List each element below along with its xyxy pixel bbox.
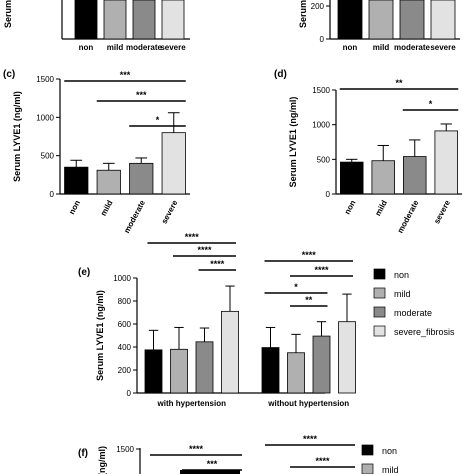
- a-cat-label-non: non: [79, 43, 94, 52]
- e-bar-mild: [170, 348, 188, 394]
- d-cat-label-severe: severe: [432, 198, 452, 225]
- b-bar-non: [337, 0, 363, 40]
- e-y-tick-label: 600: [118, 320, 132, 329]
- d-bar-mild: [371, 160, 395, 195]
- a-cat-label-severe: severe: [160, 43, 186, 52]
- e-y-tick-label: 1000: [113, 274, 131, 283]
- e-y-tick-label: 0: [127, 389, 132, 398]
- e-legend-label-severe_fibrosis: severe_fibrosis: [394, 327, 455, 337]
- f-panel-label: (f): [78, 448, 88, 459]
- a-bar-non: [74, 0, 98, 40]
- e-group-label: with hypertension: [157, 399, 227, 408]
- c-panel-label: (c): [3, 69, 15, 80]
- e-bar-non: [261, 347, 280, 394]
- b-cat-label-severe: severe: [430, 43, 456, 52]
- b-cat-label-non: non: [343, 43, 358, 52]
- c-cat-label-mild: mild: [99, 199, 115, 218]
- c-y-label: Serum LYVE1 (ng/ml): [12, 91, 22, 182]
- e-significance-5-label: *: [294, 282, 298, 292]
- e-significance-6-label: **: [305, 295, 313, 305]
- d-bar-moderate: [403, 156, 427, 195]
- b-cat-label-moderate: moderate: [394, 43, 431, 52]
- e-significance-3-label: ****: [302, 250, 317, 260]
- e-legend-label-non: non: [394, 270, 409, 280]
- c-bar-non: [64, 166, 89, 195]
- b-y-label: Serum: [298, 0, 308, 28]
- b-y-tick-label: 200: [311, 2, 325, 11]
- e-bar-mild: [287, 352, 305, 394]
- f-legend-label-mild: mild: [382, 465, 399, 474]
- c-y-tick-label: 1000: [36, 113, 54, 122]
- e-bar-severe_fibrosis: [221, 310, 239, 394]
- d-significance-0-label: **: [395, 78, 403, 88]
- c-bar-moderate: [129, 162, 154, 195]
- d-cat-label-mild: mild: [373, 199, 389, 218]
- c-significance-2-label: *: [156, 115, 160, 125]
- e-significance-1-label: ****: [197, 245, 212, 255]
- e-legend-label-moderate: moderate: [394, 308, 432, 318]
- a-bar-mild: [103, 0, 127, 40]
- c-significance-1-label: ***: [136, 90, 147, 100]
- e-bar-severe_fibrosis: [338, 321, 356, 394]
- f-bar-top: [180, 470, 240, 474]
- c-y-tick-label: 500: [41, 152, 55, 161]
- b-bar-mild: [368, 0, 394, 40]
- a-cat-label-moderate: moderate: [126, 43, 163, 52]
- b-bar-severe: [430, 0, 456, 40]
- e-y-tick-label: 200: [118, 366, 132, 375]
- c-y-tick-label: 1500: [36, 75, 54, 84]
- e-significance-4-label: ****: [314, 265, 329, 275]
- f-legend-swatch-mild: [361, 463, 374, 474]
- e-legend-swatch-moderate: [373, 306, 386, 318]
- d-significance-1-label: *: [429, 99, 433, 109]
- b-y-tick-label: 0: [320, 35, 325, 44]
- e-legend-swatch-mild: [373, 287, 386, 299]
- c-bar-severe: [161, 132, 186, 195]
- b-bar-moderate: [399, 0, 425, 40]
- e-y-tick-label: 400: [118, 343, 132, 352]
- e-bar-non: [144, 349, 163, 394]
- c-significance-0-label: ***: [120, 70, 131, 80]
- e-legend-label-mild: mild: [394, 289, 411, 299]
- f-legend-label-non: non: [382, 446, 397, 456]
- d-bar-severe: [434, 130, 458, 195]
- b-cat-label-mild: mild: [373, 43, 390, 52]
- e-significance-2-label: ****: [210, 259, 225, 269]
- f-significance-2-label: ****: [303, 434, 318, 444]
- e-bar-moderate: [195, 341, 214, 394]
- e-group-label: without hypertension: [267, 399, 349, 408]
- e-y-label: Serum LYVE1 (ng/ml): [95, 290, 105, 381]
- f-significance-3-label: ****: [315, 456, 330, 466]
- d-y-tick-label: 500: [317, 155, 331, 164]
- a-cat-label-mild: mild: [107, 43, 124, 52]
- e-significance-0-label: ****: [185, 232, 200, 242]
- d-y-tick-label: 0: [326, 190, 331, 199]
- d-y-tick-label: 1000: [312, 121, 330, 130]
- d-panel-label: (d): [274, 69, 287, 80]
- c-cat-label-moderate: moderate: [122, 198, 147, 235]
- e-legend-swatch-non: [373, 268, 386, 280]
- e-bar-moderate: [312, 335, 331, 394]
- f-significance-0-label: ****: [189, 444, 204, 454]
- c-cat-label-severe: severe: [160, 198, 180, 225]
- c-y-tick-label: 0: [50, 190, 55, 199]
- d-bar-non: [340, 161, 364, 195]
- a-bar-severe: [161, 0, 185, 40]
- a-bar-moderate: [132, 0, 156, 40]
- d-y-label: Serum LYVE1 (ng/ml): [288, 97, 298, 188]
- d-y-tick-label: 1500: [312, 86, 330, 95]
- f-y-label: (ng/ml): [97, 446, 107, 474]
- e-panel-label: (e): [78, 267, 90, 278]
- f-significance-1-label: ***: [207, 459, 218, 469]
- e-y-tick-label: 800: [118, 297, 132, 306]
- d-cat-label-moderate: moderate: [396, 198, 421, 235]
- e-legend-swatch-severe_fibrosis: [373, 325, 386, 337]
- f-legend-swatch-non: [361, 444, 374, 456]
- c-bar-mild: [96, 169, 121, 195]
- f-y-tick-label: 1500: [116, 445, 134, 454]
- d-cat-label-non: non: [343, 199, 358, 216]
- a-y-label: Serum: [3, 0, 13, 28]
- c-cat-label-non: non: [67, 199, 82, 216]
